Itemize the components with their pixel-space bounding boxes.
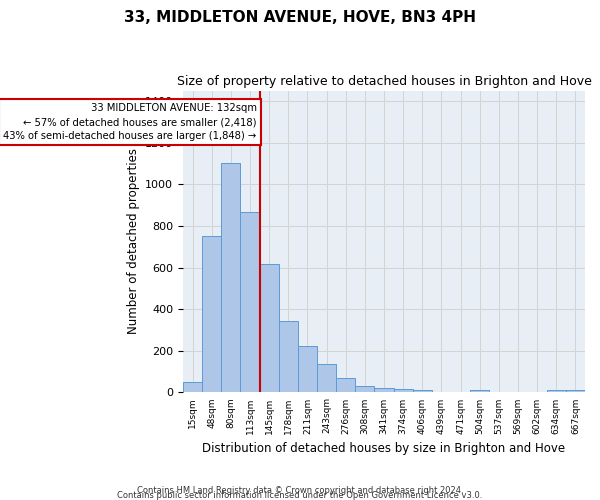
Title: Size of property relative to detached houses in Brighton and Hove: Size of property relative to detached ho… xyxy=(176,75,592,88)
Bar xyxy=(183,382,202,392)
Bar xyxy=(336,378,355,392)
Bar xyxy=(202,236,221,392)
Y-axis label: Number of detached properties: Number of detached properties xyxy=(127,148,140,334)
Bar xyxy=(470,390,489,392)
Bar xyxy=(221,164,241,392)
Bar xyxy=(279,320,298,392)
Bar xyxy=(413,390,432,392)
Text: 33 MIDDLETON AVENUE: 132sqm
← 57% of detached houses are smaller (2,418)
43% of : 33 MIDDLETON AVENUE: 132sqm ← 57% of det… xyxy=(4,103,257,141)
Bar xyxy=(374,388,394,392)
Bar xyxy=(394,390,413,392)
Bar xyxy=(547,390,566,392)
Bar xyxy=(260,264,279,392)
X-axis label: Distribution of detached houses by size in Brighton and Hove: Distribution of detached houses by size … xyxy=(202,442,566,455)
Text: Contains HM Land Registry data © Crown copyright and database right 2024.: Contains HM Land Registry data © Crown c… xyxy=(137,486,463,495)
Bar xyxy=(241,212,260,392)
Text: Contains public sector information licensed under the Open Government Licence v3: Contains public sector information licen… xyxy=(118,491,482,500)
Text: 33, MIDDLETON AVENUE, HOVE, BN3 4PH: 33, MIDDLETON AVENUE, HOVE, BN3 4PH xyxy=(124,10,476,25)
Bar xyxy=(317,364,336,392)
Bar xyxy=(298,346,317,393)
Bar xyxy=(566,390,585,392)
Bar xyxy=(355,386,374,392)
